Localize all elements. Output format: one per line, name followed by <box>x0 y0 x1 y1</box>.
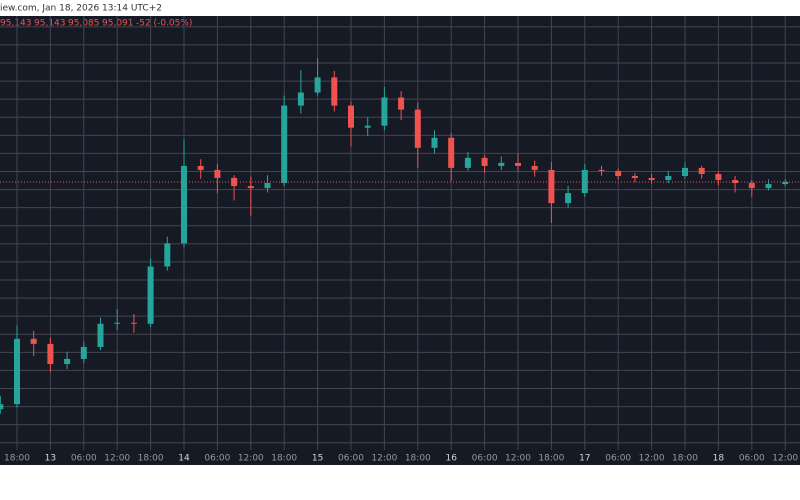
candle-body <box>364 125 371 128</box>
x-tick-label: 13 <box>45 454 56 464</box>
x-tick-label: 12:00 <box>371 454 397 464</box>
candle-body <box>431 137 438 148</box>
plot-background <box>0 16 800 465</box>
source-line: iew.com, Jan 18, 2026 13:14 UTC+2 <box>0 4 162 14</box>
x-tick-label: 06:00 <box>472 454 498 464</box>
candle-body <box>181 165 187 244</box>
candle-body <box>164 243 171 267</box>
candle-body <box>631 176 638 178</box>
x-tick-label: 12:00 <box>639 454 665 464</box>
candle-body <box>47 343 54 364</box>
candle-body <box>765 184 772 189</box>
x-tick-label: 06:00 <box>739 454 765 464</box>
candle-body <box>197 165 204 170</box>
candle-body <box>281 105 288 184</box>
candle-body <box>14 338 20 405</box>
candle-body <box>247 186 254 189</box>
ohlc-change: -52 (-0.05%) <box>136 19 192 29</box>
candle-body <box>732 179 739 184</box>
x-tick-label: 06:00 <box>71 454 97 464</box>
candle-body <box>782 182 789 185</box>
candle-body <box>414 109 421 148</box>
x-tick-label: 12:00 <box>104 454 130 464</box>
candle-body <box>147 266 154 324</box>
candle-body <box>698 167 705 174</box>
x-tick-label: 17 <box>579 454 590 464</box>
x-tick-label: 18 <box>713 454 725 464</box>
candle-body <box>114 322 121 324</box>
candle-body <box>381 97 388 126</box>
candle-body <box>130 322 137 324</box>
candle-body <box>297 92 304 106</box>
candle-body <box>682 167 688 177</box>
candle-body <box>648 177 655 180</box>
candle-body <box>80 346 87 359</box>
candle-body <box>348 105 354 128</box>
candle-body <box>264 183 271 189</box>
candle-body <box>548 169 555 204</box>
x-tick-label: 18:00 <box>672 454 698 464</box>
x-tick-label: 18:00 <box>405 454 431 464</box>
x-tick-label: 12:00 <box>238 454 264 464</box>
candle-body <box>531 165 538 170</box>
candle-body <box>214 169 221 178</box>
candle-body <box>331 77 338 106</box>
candle-body <box>0 404 4 410</box>
ohlc-high: 95,143 <box>34 19 66 29</box>
x-tick-label: 18:00 <box>271 454 297 464</box>
x-tick-label: 12:00 <box>772 454 798 464</box>
candle-body <box>498 162 505 166</box>
candle-body <box>314 77 321 93</box>
x-tick-label: 18:00 <box>538 454 564 464</box>
candle-body <box>565 193 572 204</box>
candle-body <box>598 169 605 171</box>
x-tick-label: 06:00 <box>338 454 364 464</box>
ohlc-close: 95,091 <box>102 19 134 29</box>
candle-body <box>448 137 455 168</box>
candle-body <box>97 323 104 347</box>
x-tick-label: 06:00 <box>605 454 631 464</box>
x-tick-label: 16 <box>445 454 457 464</box>
x-tick-label: 18:00 <box>4 454 30 464</box>
candle-body <box>665 176 672 180</box>
x-tick-label: 12:00 <box>505 454 531 464</box>
candle-body <box>615 170 622 177</box>
candle-body <box>715 173 722 180</box>
x-tick-label: 06:00 <box>204 454 230 464</box>
candle-body <box>481 157 488 166</box>
candle-body <box>64 358 71 364</box>
candle-body <box>581 169 588 194</box>
candle-body <box>398 97 405 110</box>
candle-body <box>30 338 37 344</box>
candle-body <box>515 162 521 166</box>
x-tick-label: 14 <box>178 454 190 464</box>
candle-body <box>748 183 755 189</box>
candle-body <box>464 157 471 168</box>
x-tick-label: 15 <box>312 454 323 464</box>
ohlc-open: 95,143 <box>0 19 32 29</box>
x-tick-label: 18:00 <box>138 454 164 464</box>
